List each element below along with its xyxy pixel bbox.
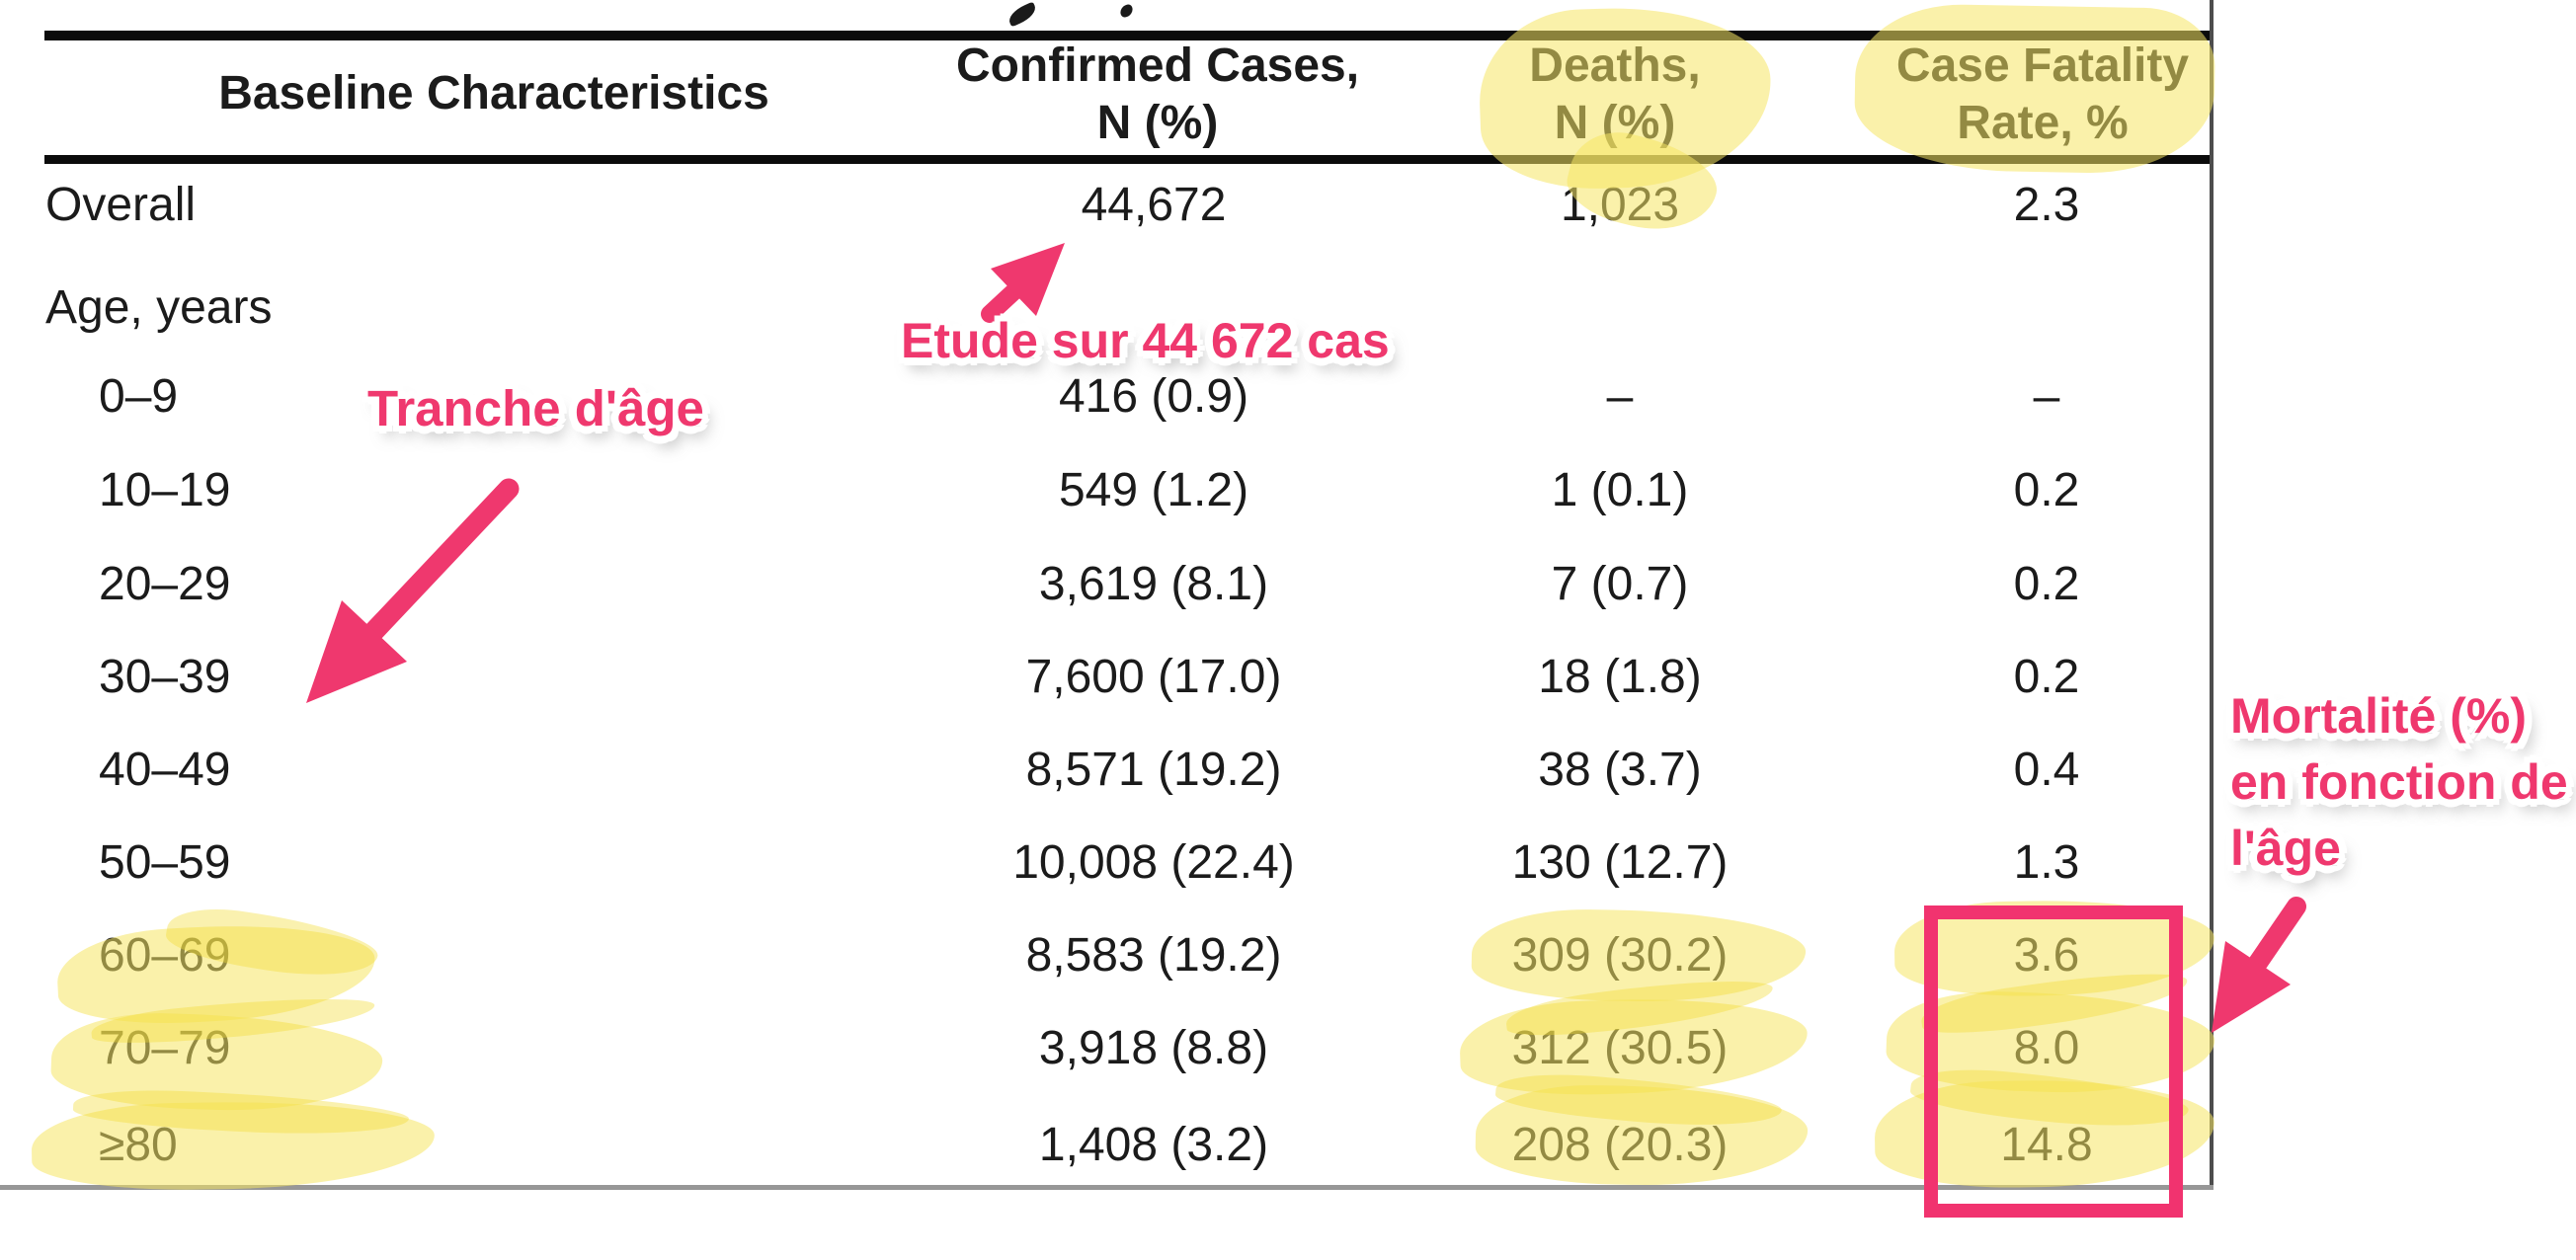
confirmed-cases-cell: 549 (1.2): [1058, 464, 1249, 516]
cfr-cell: 1.3: [2013, 836, 2080, 889]
note-age-bracket: Tranche d'âge: [367, 380, 704, 436]
table-right-border: [2210, 0, 2214, 1190]
arrow-age-column: [306, 478, 520, 703]
deaths-cell: 18 (1.8): [1538, 651, 1702, 703]
table-top-rule: [44, 31, 2214, 40]
confirmed-cases-cell: 416 (0.9): [1058, 370, 1249, 423]
row-label: 40–49: [99, 744, 231, 796]
column-header-text: N (%): [1096, 97, 1219, 149]
cfr-cell: –: [2033, 370, 2060, 423]
row-label: 0–9: [99, 370, 179, 423]
table-header-rule: [44, 155, 2214, 164]
row-label: 30–39: [99, 651, 231, 703]
confirmed-cases-cell: 10,008 (22.4): [1012, 836, 1295, 889]
column-header-baseline-characteristics: Baseline Characteristics: [218, 65, 769, 122]
annotation-box-cfr-values: [1924, 906, 2183, 1218]
cfr-cell: 0.2: [2013, 558, 2080, 610]
column-header-text: Confirmed Cases,: [955, 39, 1360, 92]
cfr-cell: 0.4: [2013, 744, 2080, 796]
row-label: 20–29: [99, 558, 231, 610]
row-label: 10–19: [99, 464, 231, 516]
confirmed-cases-cell: 8,571 (19.2): [1025, 744, 1282, 796]
highlight-cfr-header: [1853, 2, 2216, 176]
note-mortality-by-age: Mortalité (%) en fonction de l'âge: [2230, 688, 2568, 876]
cfr-cell: 0.2: [2013, 464, 2080, 516]
cfr-cell: 2.3: [2013, 179, 2080, 231]
arrow-overall-cases: [981, 243, 1065, 323]
arrow-mortality-box: [2212, 897, 2306, 1033]
confirmed-cases-cell: 44,672: [1081, 179, 1227, 231]
deaths-cell: 38 (3.7): [1538, 744, 1702, 796]
note-study-size: Etude sur 44 672 cas: [901, 313, 1390, 368]
column-header-text: Baseline Characteristics: [218, 67, 769, 119]
row-label: Overall: [45, 179, 197, 231]
table-bottom-rule: [0, 1185, 2214, 1190]
scan-artifact-mark: [1118, 3, 1135, 19]
confirmed-cases-cell: 3,619 (8.1): [1038, 558, 1269, 610]
row-label: Age, years: [45, 281, 273, 334]
deaths-cell: 7 (0.7): [1551, 558, 1689, 610]
confirmed-cases-cell: 1,408 (3.2): [1038, 1119, 1269, 1171]
confirmed-cases-cell: 3,918 (8.8): [1038, 1022, 1269, 1074]
column-header-confirmed-cases: Confirmed Cases, N (%): [956, 38, 1359, 152]
cfr-cell: 0.2: [2013, 651, 2080, 703]
row-label: 50–59: [99, 836, 231, 889]
deaths-cell: 1 (0.1): [1551, 464, 1689, 516]
scan-artifact-mark: [1006, 1, 1039, 28]
deaths-cell: –: [1606, 370, 1634, 423]
confirmed-cases-cell: 7,600 (17.0): [1025, 651, 1282, 703]
confirmed-cases-cell: 8,583 (19.2): [1025, 929, 1282, 982]
deaths-cell: 130 (12.7): [1511, 836, 1729, 889]
